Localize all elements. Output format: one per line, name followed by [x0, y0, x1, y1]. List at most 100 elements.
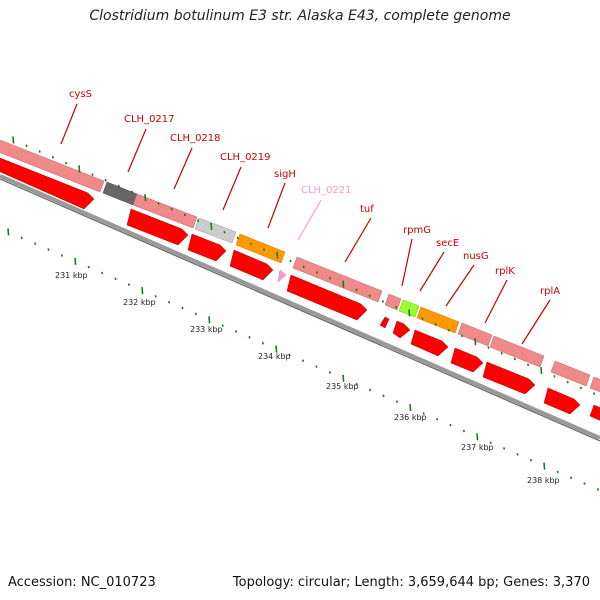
gene-label-sigH[interactable]: sigH [274, 169, 296, 180]
scale-tick [87, 265, 90, 269]
top-tick [500, 351, 503, 355]
scale-tick [583, 482, 586, 485]
cds-arrow-rplK[interactable] [450, 347, 484, 373]
topology-text: Topology: circular; Length: 3,659,644 bp… [232, 575, 590, 590]
scale-tick [34, 242, 37, 246]
top-tick [527, 363, 530, 367]
scale-tick [141, 286, 144, 295]
scale-tick [302, 359, 305, 363]
scale-tick [181, 306, 184, 310]
kbp-label: 235 kbp [326, 382, 359, 391]
cds-arrow-CLH_0219[interactable] [187, 233, 227, 262]
scale-tick [436, 417, 439, 421]
cds-arrow-secE[interactable] [392, 320, 411, 339]
gene-feature-nusG[interactable] [416, 306, 460, 334]
gene-label-CLH_0217[interactable]: CLH_0217 [124, 114, 175, 125]
gene-feature-sigH[interactable] [235, 233, 286, 264]
top-tick [579, 386, 582, 390]
scale-tick-row [7, 228, 599, 491]
gene-feature-rplK[interactable] [457, 322, 493, 347]
scale-tick [328, 371, 331, 374]
cds-arrow-nusG[interactable] [410, 329, 449, 357]
gene-feature-CLH_0217[interactable] [102, 181, 138, 206]
scale-tick [409, 403, 412, 412]
top-tick [131, 190, 134, 194]
top-tick [197, 219, 200, 223]
scale-tick [47, 248, 50, 251]
kbp-label: 234 kbp [258, 352, 291, 361]
top-tick [315, 271, 318, 274]
gene-label-secE[interactable]: secE [436, 238, 459, 249]
cds-arrow-next-1[interactable] [543, 387, 581, 415]
gene-feature-next-2[interactable] [589, 376, 600, 394]
top-tick-row [12, 136, 596, 395]
top-tick [276, 251, 279, 259]
top-tick [170, 207, 173, 211]
scale-tick [127, 283, 130, 286]
top-tick [540, 366, 543, 375]
gene-label-CLH_0218[interactable]: CLH_0218 [170, 133, 221, 144]
top-tick [223, 230, 226, 234]
cds-arrow-tuf[interactable] [286, 274, 368, 321]
top-tick [566, 380, 569, 384]
scale-tick [476, 433, 479, 441]
gene-label-tuf[interactable]: tuf [360, 204, 374, 215]
top-tick [593, 392, 596, 395]
cds-arrow-cysS[interactable] [0, 157, 95, 210]
leader-line-rpmG [401, 238, 413, 287]
top-tick [434, 323, 437, 326]
top-tick [368, 294, 371, 297]
top-tick [12, 136, 15, 144]
top-tick [329, 277, 332, 280]
gene-label-rpmG[interactable]: rpmG [403, 225, 431, 236]
gene-feature-secE[interactable] [398, 299, 420, 318]
top-tick [91, 173, 94, 176]
cds-arrow-sigH[interactable] [229, 249, 274, 281]
top-tick [474, 338, 477, 346]
cds-arrow-next-2[interactable] [589, 404, 600, 423]
cds-arrow-CLH_0218[interactable] [126, 208, 189, 246]
gene-feature-next-1[interactable] [550, 360, 591, 387]
top-tick [487, 346, 490, 349]
cds-arrow-CLH_0221[interactable] [277, 269, 287, 283]
top-tick [447, 328, 450, 332]
gene-label-rplK[interactable]: rplK [495, 266, 515, 277]
top-tick [513, 357, 516, 361]
scale-tick [516, 453, 519, 456]
scale-tick [462, 429, 465, 433]
cds-arrow-rplA[interactable] [482, 361, 536, 395]
leader-line-tuf [344, 217, 372, 263]
scale-tick [395, 400, 398, 403]
kbp-label: 231 kbp [55, 271, 88, 280]
gene-label-CLH_0221[interactable]: CLH_0221 [301, 185, 352, 196]
scale-tick [355, 382, 358, 386]
top-tick [553, 375, 556, 378]
cds-arrow-rpmG[interactable] [379, 316, 390, 329]
scale-tick [20, 236, 23, 240]
top-tick [421, 317, 424, 320]
gene-feature-rpmG[interactable] [384, 293, 402, 311]
top-tick [210, 222, 213, 231]
gene-feature-CLH_0219[interactable] [194, 217, 237, 244]
leader-line-CLH_0217 [127, 128, 147, 173]
scale-tick [529, 458, 532, 462]
gene-label-CLH_0219[interactable]: CLH_0219 [220, 152, 271, 163]
gene-label-cysS[interactable]: cysS [69, 89, 92, 100]
scale-tick [543, 462, 546, 470]
scale-tick [235, 330, 238, 333]
leader-line-rplA [521, 299, 551, 345]
gene-feature-cysS[interactable] [0, 139, 105, 193]
scale-tick [503, 447, 506, 450]
gene-label-rplA[interactable]: rplA [540, 286, 560, 297]
map-title: Clostridium botulinum E3 str. Alaska E43… [89, 8, 511, 24]
gene-label-nusG[interactable]: nusG [463, 251, 489, 262]
scale-tick [101, 271, 104, 275]
scale-tick [114, 277, 117, 281]
scale-tick [168, 300, 171, 304]
kbp-label: 236 kbp [394, 413, 427, 422]
gene-feature-rplA[interactable] [489, 335, 545, 368]
gene-feature-tuf[interactable] [292, 256, 383, 303]
kbp-label: 233 kbp [190, 325, 223, 334]
gene-feature-CLH_0218[interactable] [132, 193, 198, 229]
